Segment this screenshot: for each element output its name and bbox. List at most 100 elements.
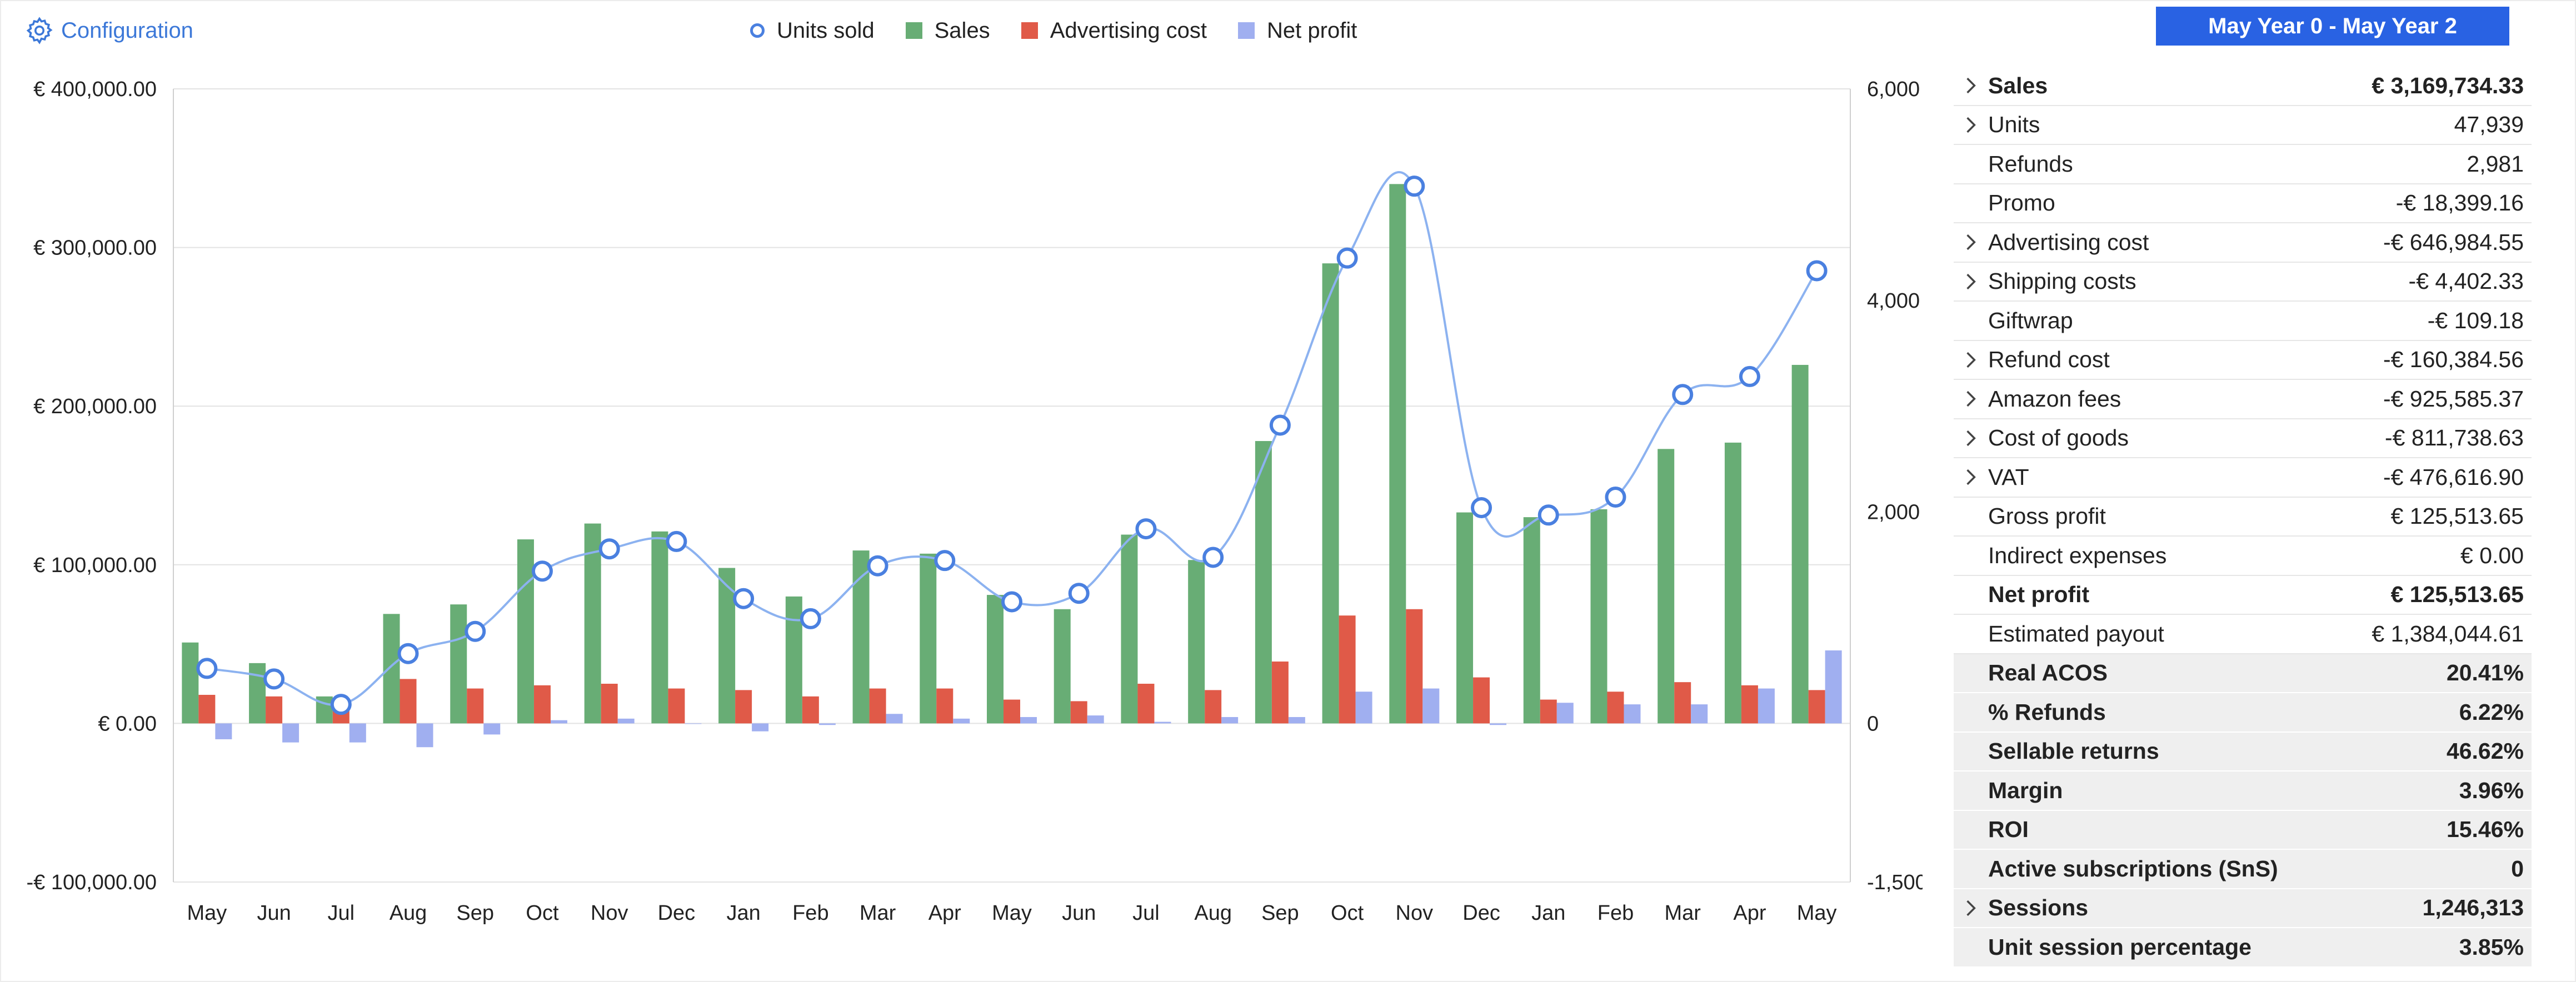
bar-sales xyxy=(1188,560,1205,724)
summary-value: -€ 4,402.33 xyxy=(2408,268,2524,294)
y-right-tick-label: 0 xyxy=(1867,712,1879,735)
bar-net-profit xyxy=(1087,715,1104,724)
summary-label: Unit session percentage xyxy=(1988,934,2251,960)
summary-value: -€ 925,585.37 xyxy=(2383,385,2524,412)
configuration-link[interactable]: Configuration xyxy=(24,13,193,48)
legend-item-net-profit[interactable]: Net profit xyxy=(1238,18,1357,43)
summary-row-sales[interactable]: Sales € 3,169,734.33 xyxy=(1954,67,2532,106)
legend-label: Sales xyxy=(934,18,990,43)
legend-item-units-sold[interactable]: Units sold xyxy=(750,18,875,43)
bar-sales xyxy=(1054,609,1071,724)
bar-net-profit xyxy=(752,723,769,732)
bar-sales xyxy=(1255,441,1272,724)
summary-row-shipping-costs[interactable]: Shipping costs -€ 4,402.33 xyxy=(1954,263,2532,302)
y-right-tick-label: 4,000 xyxy=(1867,289,1920,313)
bar-net-profit xyxy=(617,718,635,724)
bar-advertising-cost xyxy=(467,688,484,724)
units-sold-point xyxy=(1404,176,1425,197)
bar-sales xyxy=(1724,442,1741,724)
chevron-right-icon[interactable] xyxy=(1954,352,1988,368)
y-left-tick-label: € 400,000.00 xyxy=(33,78,157,101)
chevron-right-icon[interactable] xyxy=(1954,77,1988,94)
bar-net-profit xyxy=(953,718,970,724)
bar-sales xyxy=(1658,449,1675,724)
bar-sales xyxy=(1523,517,1540,724)
bar-net-profit xyxy=(416,723,433,748)
y-left-tick-label: € 200,000.00 xyxy=(33,395,157,418)
chevron-right-icon[interactable] xyxy=(1954,430,1988,447)
summary-row-sessions[interactable]: Sessions 1,246,313 xyxy=(1954,889,2532,928)
summary-row-refund-cost[interactable]: Refund cost -€ 160,384.56 xyxy=(1954,341,2532,380)
summary-value: 6.22% xyxy=(2459,699,2524,725)
summary-label: Units xyxy=(1988,112,2040,138)
summary-label: Amazon fees xyxy=(1988,385,2121,412)
summary-value: 20.41% xyxy=(2446,660,2524,686)
summary-value: € 3,169,734.33 xyxy=(2372,72,2524,98)
chevron-right-icon[interactable] xyxy=(1954,117,1988,133)
y-left-tick-label: -€ 100,000.00 xyxy=(26,871,157,894)
legend-swatch xyxy=(905,22,922,39)
units-sold-point xyxy=(465,620,486,642)
bar-advertising-cost xyxy=(1271,662,1289,724)
units-sold-point xyxy=(1135,518,1157,540)
bar-net-profit xyxy=(886,714,903,724)
bar-net-profit xyxy=(1624,704,1641,724)
bar-sales xyxy=(785,596,802,724)
units-sold-point xyxy=(1537,504,1559,526)
summary-value: € 125,513.65 xyxy=(2390,582,2524,608)
bar-sales xyxy=(852,550,870,724)
bar-advertising-cost xyxy=(1137,684,1155,724)
summary-row-vat[interactable]: VAT -€ 476,616.90 xyxy=(1954,458,2532,498)
chevron-right-icon[interactable] xyxy=(1954,234,1988,250)
bar-net-profit xyxy=(349,723,366,743)
x-tick-label: Aug xyxy=(390,901,427,925)
summary-value: 1,246,313 xyxy=(2422,895,2524,921)
summary-row-units[interactable]: Units 47,939 xyxy=(1954,106,2532,145)
x-tick-label: May xyxy=(1797,901,1837,925)
bar-advertising-cost xyxy=(1004,699,1020,724)
summary-label: Real ACOS xyxy=(1988,660,2108,686)
period-selector-button[interactable]: May Year 0 - May Year 2 xyxy=(2156,7,2509,46)
bar-net-profit xyxy=(1154,722,1171,724)
x-tick-label: Jul xyxy=(328,901,355,925)
units-sold-point xyxy=(1068,583,1090,604)
legend-item-advertising-cost[interactable]: Advertising cost xyxy=(1021,18,1207,43)
bar-sales xyxy=(1322,263,1339,724)
summary-value: 47,939 xyxy=(2454,112,2524,138)
y-left-tick-label: € 300,000.00 xyxy=(33,237,157,260)
legend-item-sales[interactable]: Sales xyxy=(905,18,990,43)
y-right-tick-label: -1,500 xyxy=(1867,871,1923,894)
units-sold-point xyxy=(1336,247,1358,269)
summary-label: Giftwrap xyxy=(1988,307,2073,333)
summary-row-advertising-cost[interactable]: Advertising cost -€ 646,984.55 xyxy=(1954,223,2532,263)
x-tick-label: Jan xyxy=(1531,901,1565,925)
units-sold-point xyxy=(1202,547,1224,568)
bar-advertising-cost xyxy=(1674,682,1691,724)
summary-value: -€ 160,384.56 xyxy=(2383,347,2524,373)
bar-net-profit xyxy=(685,723,702,724)
summary-row-cost-of-goods[interactable]: Cost of goods -€ 811,738.63 xyxy=(1954,419,2532,458)
bar-advertising-cost xyxy=(601,684,618,724)
bar-net-profit xyxy=(483,723,501,735)
chevron-right-icon[interactable] xyxy=(1954,273,1988,290)
chevron-right-icon[interactable] xyxy=(1954,390,1988,407)
summary-value: -€ 476,616.90 xyxy=(2383,464,2524,490)
x-tick-label: May xyxy=(187,901,227,925)
summary-panel: Sales € 3,169,734.33 Units 47,939 Refunds 2,9… xyxy=(1954,67,2532,968)
units-sold-point xyxy=(263,668,285,690)
bar-advertising-cost xyxy=(400,679,417,724)
x-tick-label: Feb xyxy=(792,901,828,925)
units-sold-point xyxy=(196,658,218,679)
x-tick-label: Mar xyxy=(1664,901,1701,925)
bar-sales xyxy=(718,568,736,724)
bar-net-profit xyxy=(1221,717,1239,724)
y-left-tick-label: € 100,000.00 xyxy=(33,554,157,577)
bar-advertising-cost xyxy=(1540,699,1557,724)
units-sold-point xyxy=(1269,414,1291,436)
chevron-right-icon[interactable] xyxy=(1954,900,1988,916)
bar-sales xyxy=(383,614,400,724)
summary-row-amazon-fees[interactable]: Amazon fees -€ 925,585.37 xyxy=(1954,380,2532,419)
chevron-right-icon[interactable] xyxy=(1954,469,1988,485)
summary-label: Margin xyxy=(1988,777,2063,803)
x-tick-label: Apr xyxy=(1733,901,1766,925)
